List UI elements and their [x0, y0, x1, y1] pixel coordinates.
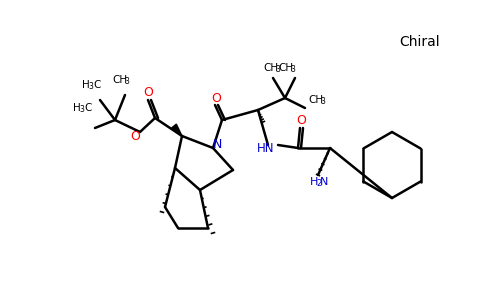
Text: 3: 3	[290, 65, 295, 74]
Text: O: O	[143, 86, 153, 100]
Text: O: O	[296, 115, 306, 128]
Text: CH: CH	[278, 63, 293, 73]
Text: C: C	[84, 103, 91, 113]
Text: H: H	[310, 177, 318, 187]
Text: 3: 3	[275, 65, 280, 74]
Text: N: N	[212, 139, 222, 152]
Text: O: O	[130, 130, 140, 142]
Text: CH: CH	[308, 95, 323, 105]
Text: O: O	[211, 92, 221, 104]
Text: 3: 3	[124, 77, 129, 86]
Text: HN: HN	[257, 142, 275, 154]
Text: 3: 3	[79, 105, 84, 114]
Text: 3: 3	[320, 97, 325, 106]
Text: 3: 3	[88, 82, 93, 91]
Text: H: H	[73, 103, 81, 113]
Polygon shape	[172, 124, 182, 136]
Text: CH: CH	[112, 75, 127, 85]
Text: 2: 2	[316, 179, 321, 188]
Text: H: H	[82, 80, 90, 90]
Text: Chiral: Chiral	[400, 35, 440, 49]
Text: N: N	[320, 177, 328, 187]
Text: CH: CH	[263, 63, 278, 73]
Text: C: C	[93, 80, 100, 90]
